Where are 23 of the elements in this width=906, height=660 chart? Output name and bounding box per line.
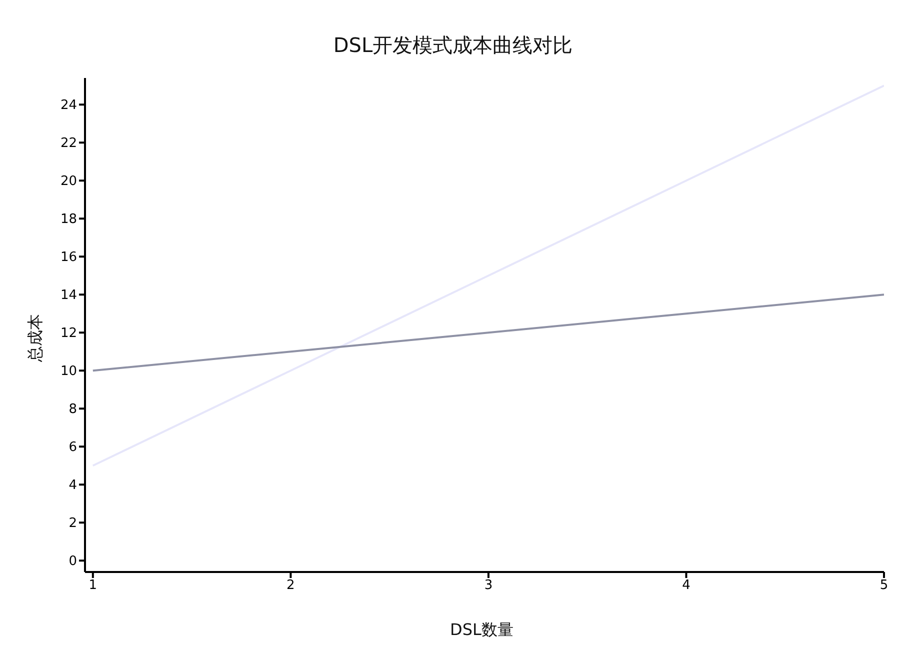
line-series xyxy=(92,84,884,467)
x-tick-label: 5 xyxy=(880,578,888,594)
x-tick-label: 2 xyxy=(286,578,295,594)
y-tick-label: 20 xyxy=(60,174,77,190)
y-tick-label: 22 xyxy=(60,136,77,152)
y-tick-label: 6 xyxy=(68,440,77,456)
y-axis-title: 总成本 xyxy=(26,314,46,362)
y-tick-label: 12 xyxy=(60,326,77,342)
x-tick-label: 1 xyxy=(88,578,98,594)
y-tick-label: 2 xyxy=(68,516,77,532)
y-tick-label: 18 xyxy=(60,212,77,228)
x-axis-title: DSL数量 xyxy=(450,620,514,641)
x-tick-label: 3 xyxy=(484,578,493,594)
y-tick-label: 4 xyxy=(68,478,77,494)
line-series xyxy=(92,294,884,372)
y-tick-label: 14 xyxy=(60,288,77,304)
y-tick-label: 0 xyxy=(68,554,77,570)
y-tick-label: 24 xyxy=(60,98,77,114)
y-tick-label: 16 xyxy=(60,250,77,266)
chart-title: DSL开发模式成本曲线对比 xyxy=(332,32,574,59)
y-tick-label: 8 xyxy=(68,402,77,418)
x-tick-label: 4 xyxy=(682,578,690,594)
y-tick-label: 10 xyxy=(60,364,77,380)
